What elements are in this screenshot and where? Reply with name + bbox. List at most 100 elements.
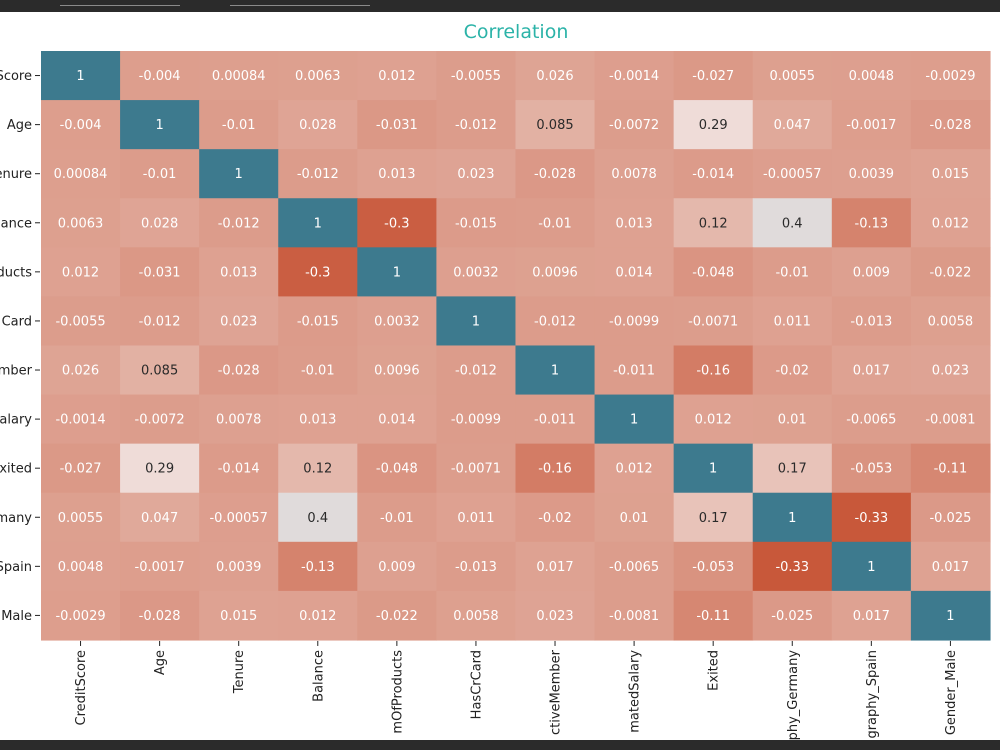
heatmap-cell [278, 590, 358, 641]
heatmap-cell-label: 1 [946, 609, 954, 624]
heatmap-cell [120, 590, 200, 641]
heatmap-cell-label: 0.017 [853, 364, 890, 379]
heatmap-cell-label: -0.33 [775, 560, 809, 575]
heatmap-cell-label: 0.026 [62, 364, 99, 379]
heatmap-cell-label: 0.085 [141, 364, 178, 379]
heatmap-cell [199, 296, 279, 347]
y-tick-label: Age [7, 118, 32, 133]
heatmap-cell-label: -0.0017 [846, 118, 896, 133]
heatmap-cell-label: 0.012 [932, 216, 969, 231]
heatmap-cell-label: 0.0078 [611, 167, 657, 182]
heatmap-cell-label: -0.0065 [609, 560, 659, 575]
heatmap-cell-label: 1 [551, 364, 559, 379]
heatmap-cell-label: 0.0096 [374, 364, 420, 379]
heatmap-cell [357, 296, 437, 347]
heatmap-cell-label: -0.011 [613, 364, 655, 379]
heatmap-cell [278, 492, 358, 543]
heatmap-cell [41, 541, 121, 592]
heatmap-cell-label: -0.027 [692, 69, 734, 84]
heatmap-cell [436, 149, 517, 199]
y-tick-label: ducts [0, 265, 32, 280]
heatmap-cell-label: -0.0014 [609, 69, 659, 84]
heatmap-cell-label: 0.015 [932, 167, 969, 182]
heatmap-cell [752, 100, 833, 150]
heatmap-cell [357, 51, 437, 101]
heatmap-cell-label: 0.013 [378, 167, 415, 182]
heatmap-cell [831, 492, 912, 543]
heatmap-cell-label: -0.0017 [135, 560, 185, 575]
heatmap-cell-label: 0.01 [620, 511, 649, 526]
heatmap-cell [278, 51, 358, 101]
heatmap-cell-label: -0.0099 [609, 314, 659, 329]
heatmap-cell-label: -0.053 [850, 462, 892, 477]
heatmap-cell-label: -0.11 [696, 609, 730, 624]
heatmap-cell [831, 345, 912, 396]
heatmap-cell [120, 443, 200, 494]
heatmap-cell [673, 394, 754, 445]
heatmap-cell-label: 0.0048 [58, 560, 104, 575]
heatmap-cell-label: 0.0058 [928, 314, 974, 329]
heatmap-cell [120, 394, 200, 445]
heatmap-cell-label: 0.017 [932, 560, 969, 575]
heatmap-cell-label: -0.012 [139, 314, 181, 329]
heatmap-cell-label: 0.023 [457, 167, 494, 182]
heatmap-cell [910, 296, 991, 347]
x-tick-label: Balance [311, 650, 326, 702]
heatmap-cell-label: -0.053 [692, 560, 734, 575]
heatmap-cell [120, 541, 200, 592]
heatmap-cell [41, 443, 121, 494]
heatmap-cell [831, 247, 912, 297]
x-tick-label: Exited [707, 650, 722, 691]
x-tick-label: ctiveMember [549, 649, 564, 735]
heatmap-cell-label: -0.01 [538, 216, 572, 231]
top-bar-divider [230, 5, 370, 6]
heatmap-cell-label: -0.0014 [55, 413, 105, 428]
heatmap-cell-label: -0.022 [376, 609, 418, 624]
heatmap-cell [515, 198, 596, 248]
heatmap-cell [673, 541, 754, 592]
heatmap-cell-label: -0.048 [692, 265, 734, 280]
heatmap-cell [831, 443, 912, 494]
heatmap-cell [199, 541, 279, 592]
heatmap-cell [594, 394, 675, 445]
heatmap-cell [910, 394, 991, 445]
heatmap-cell [120, 247, 200, 297]
heatmap-cell-label: 0.0032 [374, 314, 420, 329]
heatmap-cell-label: 0.012 [62, 265, 99, 280]
heatmap-cell [752, 51, 833, 101]
heatmap-cell [752, 345, 833, 396]
heatmap-cell-label: 0.011 [774, 314, 811, 329]
heatmap-cell [199, 394, 279, 445]
heatmap-cell-label: 1 [155, 118, 163, 133]
heatmap-cell-label: -0.0072 [135, 413, 185, 428]
heatmap-cell [278, 100, 358, 150]
heatmap-cell-label: -0.0072 [609, 118, 659, 133]
heatmap-cell [515, 590, 596, 641]
heatmap-cell [752, 149, 833, 199]
heatmap-cell-label: -0.00057 [763, 167, 821, 182]
heatmap-cell-label: 1 [393, 265, 401, 280]
heatmap-cell-label: 0.023 [932, 364, 969, 379]
heatmap-cell-label: -0.0081 [925, 413, 975, 428]
heatmap-cell [831, 149, 912, 199]
heatmap-cell [436, 296, 517, 347]
heatmap-cell [199, 51, 279, 101]
heatmap-cell-label: 0.4 [307, 511, 328, 526]
heatmap-cell [594, 541, 675, 592]
heatmap-cell-label: -0.025 [929, 511, 971, 526]
heatmap-cell-label: 0.023 [220, 314, 257, 329]
heatmap-cell-label: 0.017 [536, 560, 573, 575]
heatmap-cell-label: -0.031 [139, 265, 181, 280]
y-tick-label: alary [0, 413, 32, 428]
heatmap-cell-label: 0.00084 [212, 69, 266, 84]
heatmap-cell [278, 296, 358, 347]
heatmap-cell [436, 247, 517, 297]
heatmap-cell-label: -0.16 [538, 462, 572, 477]
heatmap-cell-label: -0.01 [222, 118, 256, 133]
heatmap-cell [41, 247, 121, 297]
x-tick-label: graphy_Spain [865, 650, 880, 739]
heatmap-cell [673, 247, 754, 297]
heatmap-cell [41, 198, 121, 248]
heatmap-cell-label: 0.00084 [54, 167, 108, 182]
heatmap-cell-label: -0.027 [60, 462, 102, 477]
